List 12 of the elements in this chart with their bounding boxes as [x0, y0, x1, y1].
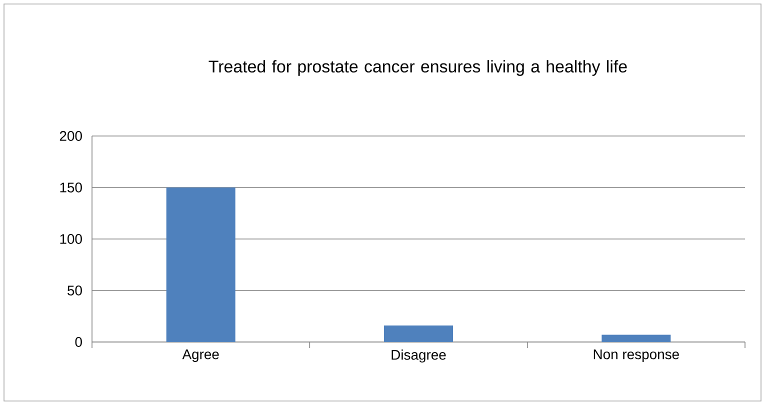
y-tick-label: 200	[60, 131, 82, 141]
bar	[602, 334, 671, 342]
y-tick-label: 50	[68, 286, 82, 296]
bar	[384, 326, 454, 342]
y-tick-label: 100	[60, 234, 82, 244]
y-tick-label: 150	[60, 182, 82, 192]
chart-title: Treated for prostate cancer ensures living a healthy life	[208, 60, 627, 76]
x-tick-label: Agree	[182, 350, 219, 362]
x-tick-label: Non response	[594, 350, 679, 362]
x-tick-label: Disagree	[392, 350, 446, 363]
bar	[166, 188, 236, 342]
y-tick-label: 0	[75, 337, 82, 347]
